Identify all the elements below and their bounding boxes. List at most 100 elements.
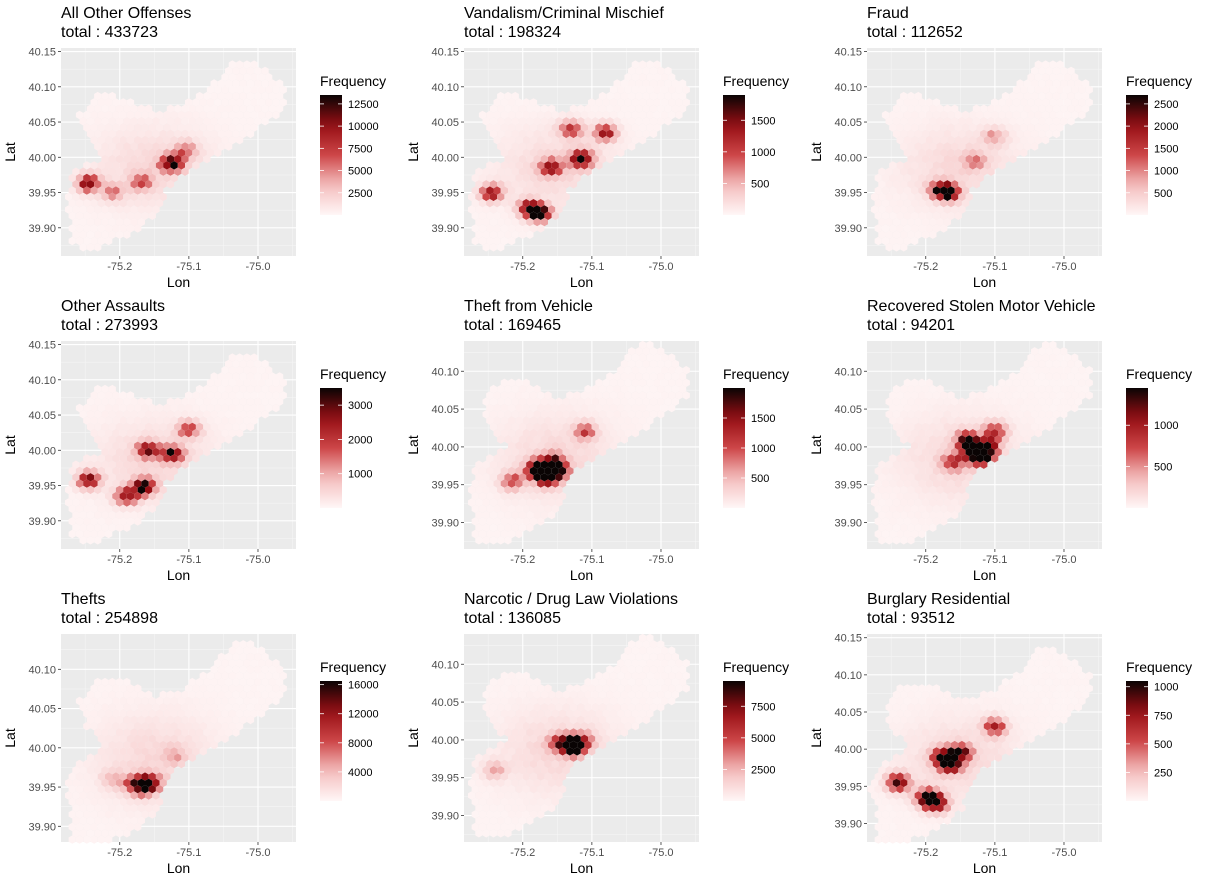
hexbin-cell [482, 230, 490, 239]
hexbin-cell [544, 391, 552, 400]
hexbin-cell [79, 510, 87, 520]
hexbin-cell [225, 652, 233, 662]
hexbin-cell [936, 205, 944, 214]
hexbin-cell [932, 173, 941, 183]
hexbin-cell [254, 104, 262, 113]
x-tick-label: -75.1 [176, 847, 201, 859]
hexbin-cell [203, 104, 211, 113]
hexbin-cell [123, 753, 131, 762]
hexbin-cell [148, 466, 156, 476]
hexbin-cell [86, 117, 95, 126]
hexbin-cell [918, 441, 926, 450]
hexbin-cell [925, 785, 933, 794]
hexbin-cell [991, 161, 999, 170]
hexbin-cell [228, 684, 236, 693]
hexbin-cell [1012, 671, 1021, 680]
hexbin-cell [239, 117, 247, 126]
hexbin-cell [155, 199, 164, 208]
hexbin-cell [914, 778, 922, 788]
hexbin-cell [584, 167, 592, 176]
hexbin-cell [577, 422, 585, 432]
hexbin-cell [86, 217, 95, 227]
hexbin-cell [921, 803, 930, 813]
hexbin-cell [511, 740, 519, 750]
hexbin-cell [108, 791, 116, 800]
hexbin-cell [965, 766, 973, 775]
hexbin-cell [918, 822, 926, 832]
hexbin-cell [929, 740, 937, 750]
hexbin-cell [511, 104, 519, 113]
hexbin-cell [97, 479, 105, 488]
hexbin-cell [929, 803, 937, 813]
hexbin-cell [181, 715, 189, 725]
hexbin-cell [493, 136, 501, 145]
hexbin-cell [991, 747, 999, 756]
hexbin-cell [551, 211, 559, 220]
hexbin-cell [1020, 136, 1028, 145]
hexbin-cell [569, 460, 578, 469]
hexbin-cell [558, 136, 567, 145]
hexbin-cell [566, 391, 574, 400]
hexbin-cell [624, 403, 632, 413]
hexbin-cell [881, 759, 890, 769]
hexbin-cell [1012, 98, 1021, 107]
hexbin-cell [163, 709, 171, 718]
hexbin-cell [130, 803, 138, 813]
hexbin-cell [965, 447, 973, 457]
hexbin-cell [540, 410, 548, 419]
hexbin-cell [624, 85, 632, 94]
hexbin-cell [130, 816, 138, 825]
hexbin-cell [903, 378, 911, 387]
hexbin-cell [243, 696, 251, 706]
hexbin-cell [529, 416, 538, 425]
hexbin-cell [1027, 85, 1035, 94]
hexbin-cell [617, 696, 625, 706]
hexbin-cell [1045, 677, 1053, 687]
hexbin-chart: -75.2 -75.1 -75.039.9039.9540.0040.0540.10… [808, 47, 1192, 290]
hexbin-cell [544, 136, 552, 145]
hexbin-cell [566, 173, 574, 183]
hexbin-cell [555, 129, 563, 139]
hexbin-cell [548, 154, 556, 164]
hexbin-cell [1045, 129, 1053, 139]
hexbin-cell [105, 734, 113, 743]
hexbin-cell [900, 397, 908, 406]
hexbin-cell [969, 110, 977, 120]
hexbin-cell [475, 778, 483, 788]
hexbin-cell [998, 709, 1006, 718]
hexbin-cell [94, 384, 102, 394]
hexbin-cell [497, 205, 505, 214]
hexbin-cell [584, 104, 592, 113]
hexbin-cell [932, 161, 941, 170]
hexbin-cell [1023, 422, 1031, 432]
hexbin-cell [1012, 429, 1021, 438]
hexbin-cell [145, 142, 153, 151]
hexbin-cell [932, 441, 941, 450]
hexbin-cell [112, 148, 120, 157]
hexbin-cell [504, 460, 512, 469]
hexbin-cell [486, 696, 494, 706]
hexbin-cell [533, 715, 541, 725]
hexbin-cell [566, 161, 574, 170]
hexbin-cell [660, 378, 669, 387]
hexbin-cell [119, 123, 127, 132]
hexbin-cell [961, 709, 970, 718]
hexbin-cell [892, 460, 901, 469]
hexbin-cell [896, 98, 904, 107]
hexbin-cell [126, 747, 135, 756]
hexbin-cell [947, 161, 955, 170]
hexbin-cell [83, 759, 91, 769]
hexbin-cell [925, 441, 933, 450]
hexbin-cell [911, 186, 919, 195]
hexbin-cell [250, 646, 258, 655]
hexbin-cell [497, 460, 505, 469]
hexbin-cell [617, 429, 625, 438]
hexbin-cell [522, 709, 530, 718]
hexbin-cell [932, 454, 941, 463]
hexbin-cell [936, 740, 944, 750]
hexbin-cell [889, 529, 897, 539]
hexbin-cell [951, 778, 959, 788]
hexbin-cell [642, 129, 650, 139]
hexbin-cell [228, 110, 236, 120]
hexbin-cell [217, 117, 225, 126]
